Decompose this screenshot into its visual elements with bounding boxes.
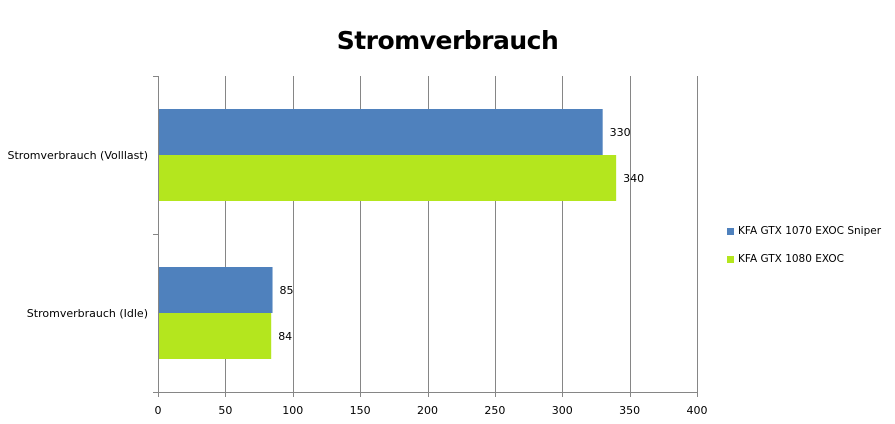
bar-s2-c0 xyxy=(159,155,617,201)
x-tick-label-50: 50 xyxy=(218,404,232,417)
legend-label-series-1: KFA GTX 1070 EXOC Sniper xyxy=(738,225,882,237)
chart-title: Stromverbrauch xyxy=(336,26,559,55)
legend-item-series-1: KFA GTX 1070 EXOC Sniper xyxy=(727,224,881,238)
x-tick-label-300: 300 xyxy=(552,404,573,417)
legend-label-series-2: KFA GTX 1080 EXOC xyxy=(738,253,844,265)
legend-swatch-series-1 xyxy=(727,227,734,235)
legend-item-series-2: KFA GTX 1080 EXOC xyxy=(727,252,881,266)
x-tick-label-250: 250 xyxy=(484,404,505,417)
x-tick-label-200: 200 xyxy=(417,404,438,417)
bar-s2-c1 xyxy=(159,313,272,359)
x-tick-label-0: 0 xyxy=(155,404,162,417)
category-label-0: Stromverbrauch (Volllast) xyxy=(8,149,149,162)
category-label-1: Stromverbrauch (Idle) xyxy=(27,307,148,320)
legend-swatch-series-2 xyxy=(727,255,734,263)
x-tick-label-350: 350 xyxy=(619,404,640,417)
data-label-s2-c1: 84 xyxy=(278,330,292,343)
data-label-s2-c0: 340 xyxy=(623,172,644,185)
x-tick-label-100: 100 xyxy=(282,404,303,417)
x-tick-label-150: 150 xyxy=(350,404,371,417)
data-label-s1-c1: 85 xyxy=(280,284,294,297)
bar-s1-c1 xyxy=(159,267,273,313)
bar-s1-c0 xyxy=(159,109,603,155)
data-label-s1-c0: 330 xyxy=(610,126,631,139)
x-tick-label-400: 400 xyxy=(687,404,708,417)
legend: KFA GTX 1070 EXOC Sniper KFA GTX 1080 EX… xyxy=(727,224,881,280)
